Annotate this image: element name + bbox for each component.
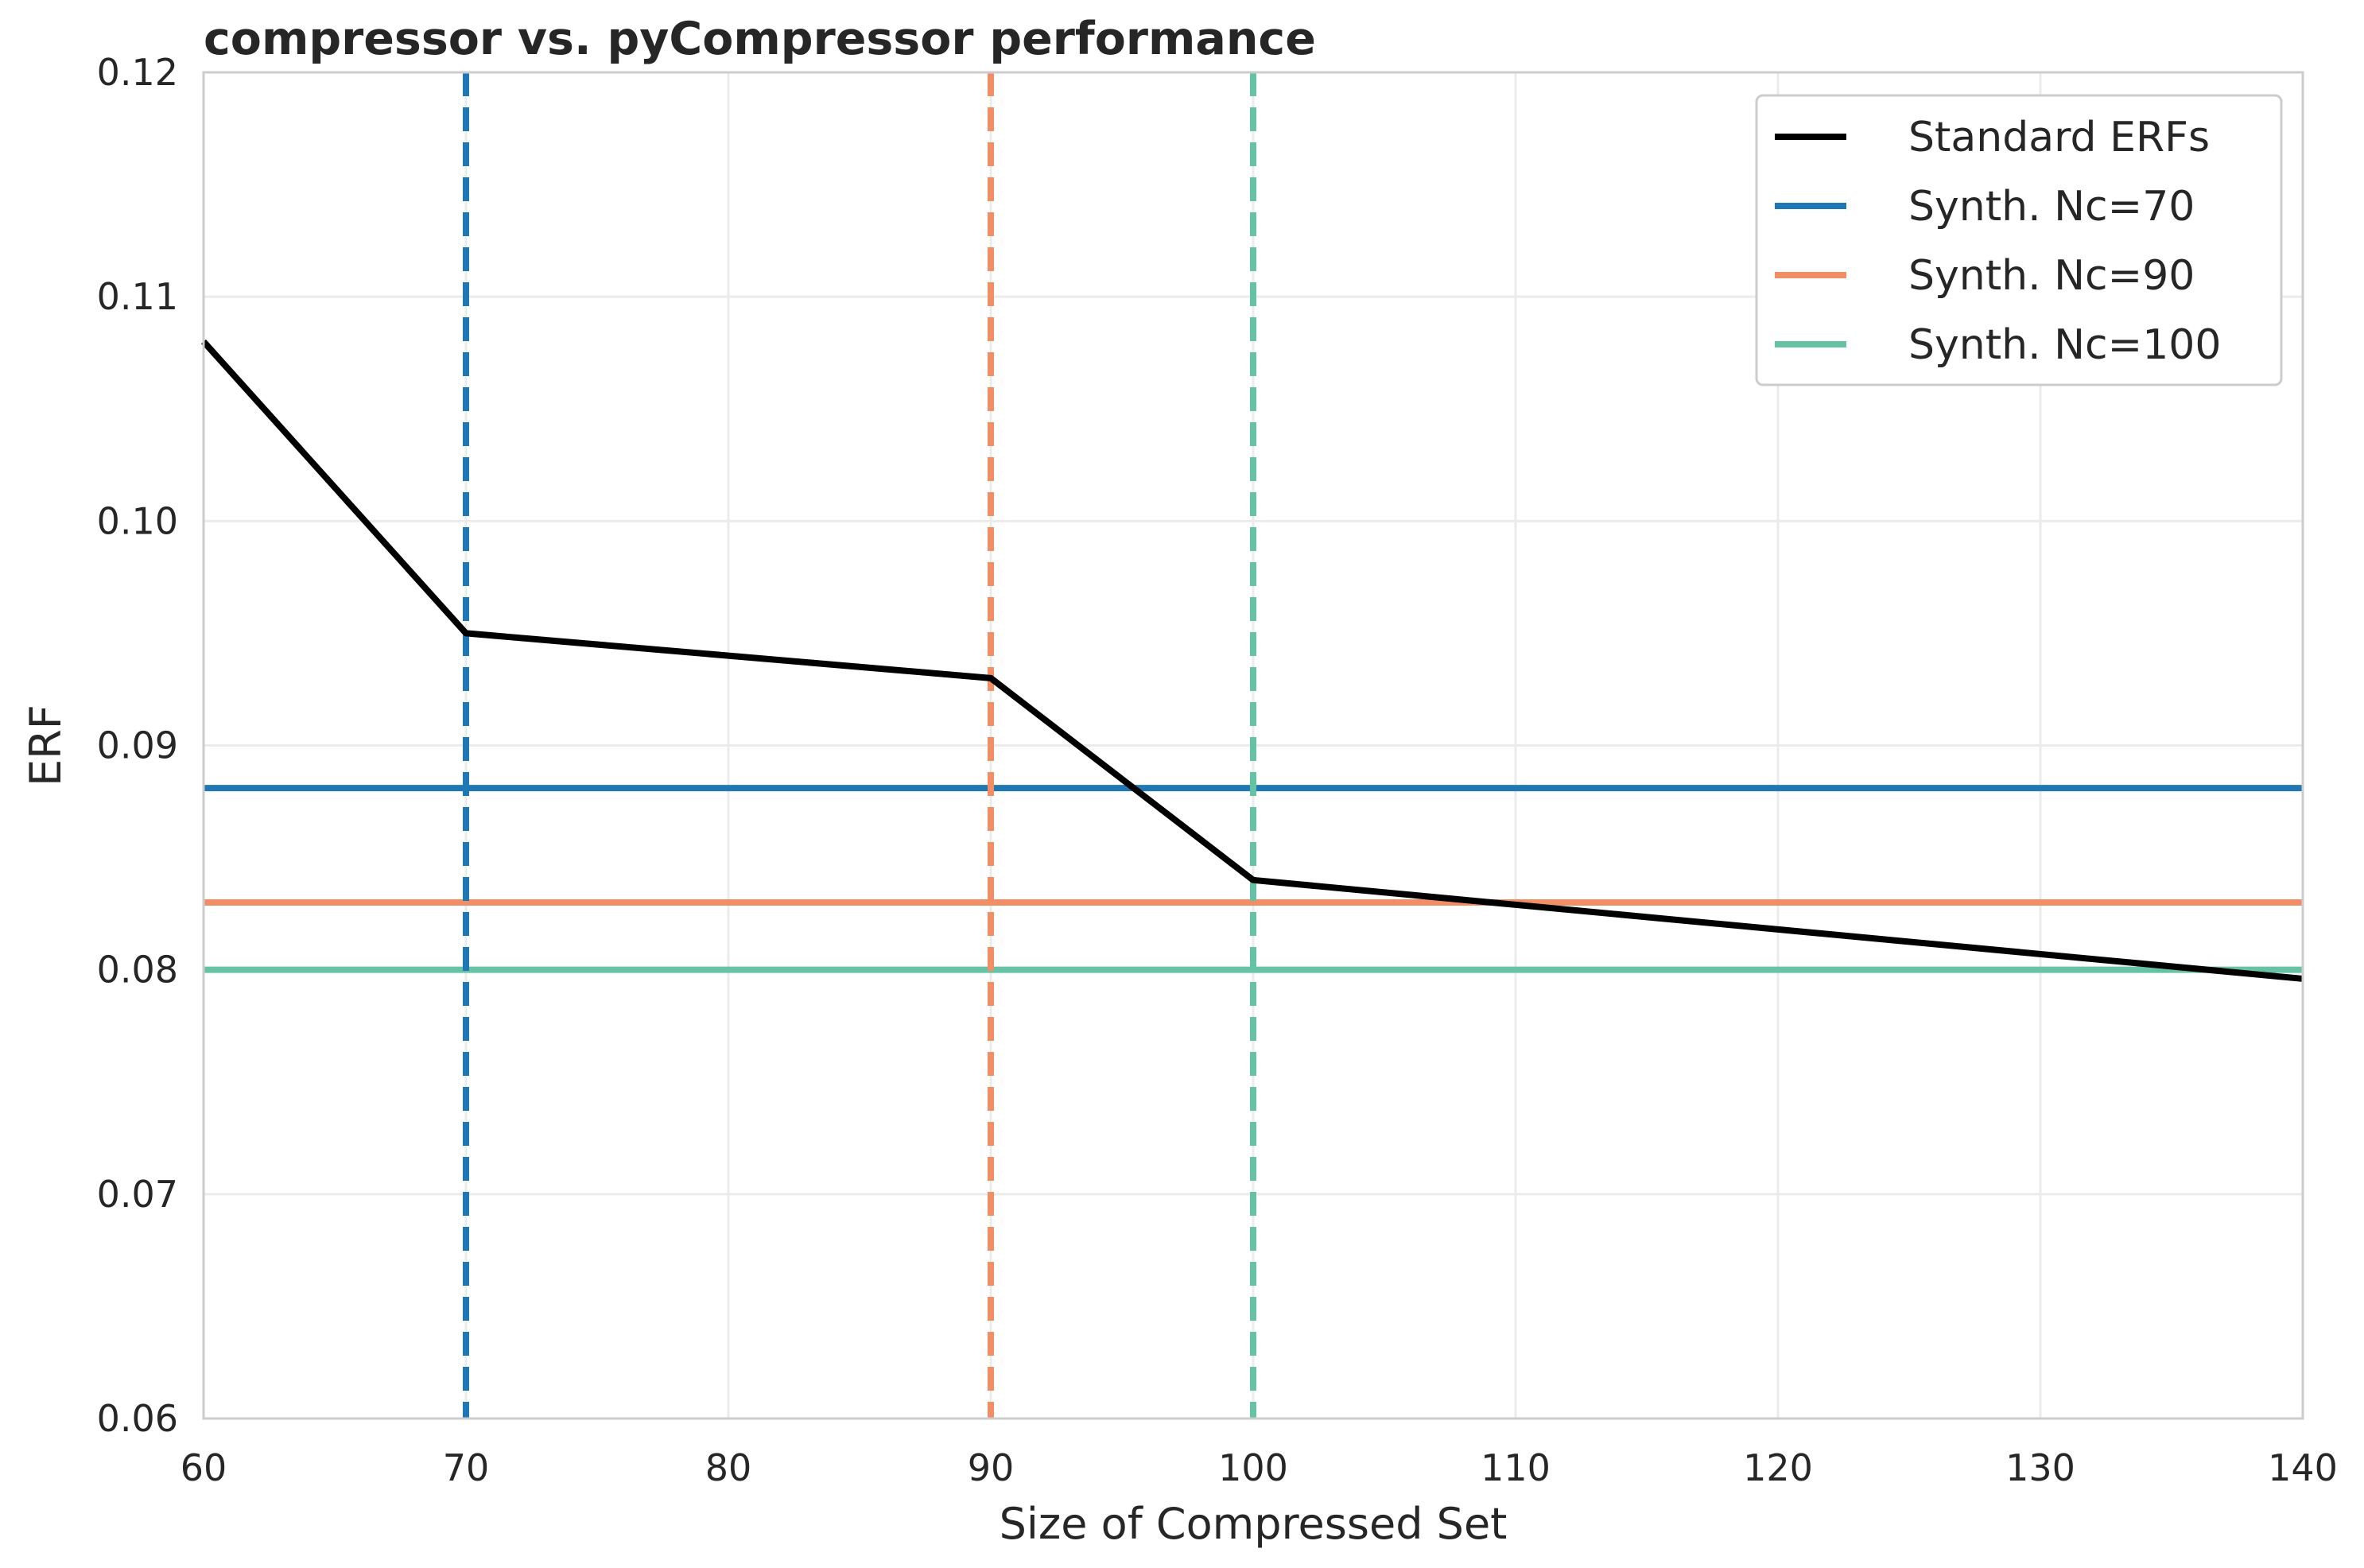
series-layer (201, 72, 2304, 1419)
y-tick-label: 0.10 (97, 499, 178, 542)
tick-labels: 60 70 80 90 100 110 120 130 140 0.06 0.07 0.08 0.09 0… (97, 51, 2338, 1489)
x-tick-label: 80 (705, 1446, 752, 1489)
legend-label: Synth. Nc=90 (1908, 252, 2195, 300)
legend: Standard ERFs Synth. Nc=70 Synth. Nc=90 Syn… (1755, 94, 2283, 386)
y-tick-label: 0.08 (97, 949, 178, 992)
y-tick-label: 0.06 (97, 1397, 178, 1440)
x-axis-label: Size of Compressed Set (1000, 1499, 1508, 1549)
legend-label: Standard ERFs (1908, 114, 2210, 161)
x-tick-label: 140 (2268, 1446, 2338, 1489)
x-tick-label: 120 (1743, 1446, 1813, 1489)
y-tick-label: 0.07 (97, 1173, 178, 1216)
x-tick-label: 100 (1218, 1446, 1288, 1489)
x-tick-label: 130 (2005, 1446, 2075, 1489)
y-tick-label: 0.11 (97, 275, 178, 318)
y-tick-label: 0.09 (97, 724, 178, 767)
x-tick-label: 90 (968, 1446, 1015, 1489)
y-axis-label: ERF (21, 704, 71, 786)
x-tick-label: 110 (1481, 1446, 1551, 1489)
legend-label: Synth. Nc=100 (1908, 321, 2221, 369)
legend-entries: Standard ERFs Synth. Nc=70 Synth. Nc=90 Syn… (1775, 114, 2221, 369)
plot-frame (202, 71, 2304, 1420)
x-tick-label: 60 (181, 1446, 227, 1489)
series-line (201, 339, 2304, 982)
legend-label: Synth. Nc=70 (1908, 183, 2195, 231)
legend-frame (1755, 94, 2283, 386)
y-tick-label: 0.12 (97, 51, 178, 94)
chart-title: compressor vs. pyCompressor performance (204, 13, 1316, 65)
x-tick-label: 70 (443, 1446, 490, 1489)
